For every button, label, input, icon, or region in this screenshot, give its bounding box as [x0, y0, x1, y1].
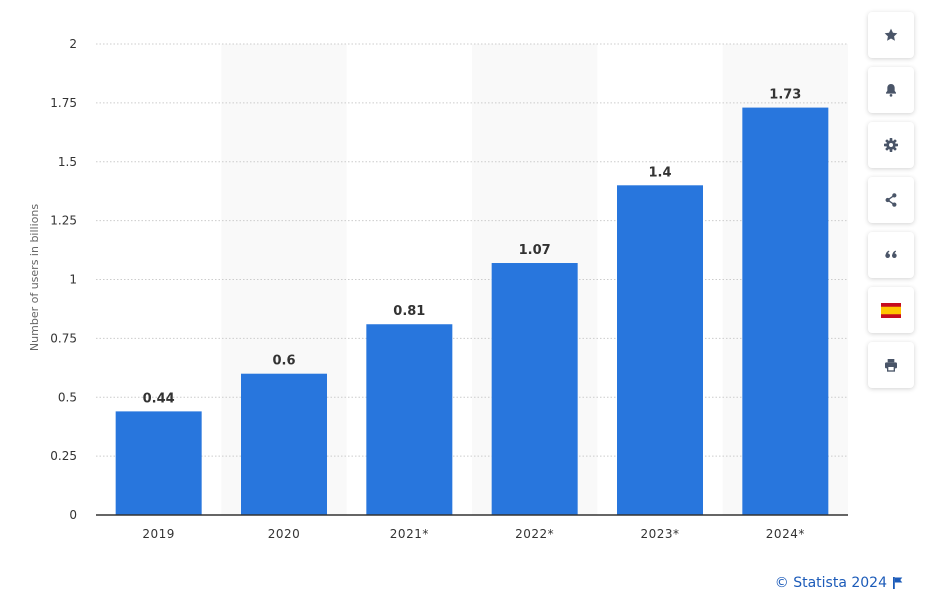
- bars: [115, 107, 829, 516]
- credit-text[interactable]: © Statista 2024: [774, 575, 887, 591]
- gear-icon: [884, 138, 898, 152]
- x-tick-label: 2021*: [390, 527, 429, 541]
- bar[interactable]: [742, 107, 829, 516]
- notification-button[interactable]: [868, 67, 914, 113]
- data-label: 0.81: [393, 304, 425, 319]
- y-axis-ticks: 0 0.25 0.5 0.75 1 1.25 1.5 1.75 2: [50, 37, 77, 522]
- y-axis-label: Number of users in billions: [28, 204, 41, 351]
- settings-button[interactable]: [868, 122, 914, 168]
- gridlines: [96, 43, 848, 457]
- data-label: 1.4: [648, 165, 671, 180]
- share-icon: [885, 193, 897, 207]
- bar[interactable]: [491, 263, 578, 515]
- bar[interactable]: [115, 411, 202, 515]
- bar-chart: 0 0.25 0.5 0.75 1 1.25 1.5 1.75 2 0.44 0.6 0.81 1.0…: [28, 37, 848, 541]
- x-tick-label: 2020: [268, 527, 301, 541]
- y-tick-label: 1.75: [50, 96, 77, 110]
- data-label: 0.44: [143, 391, 175, 406]
- print-button[interactable]: [868, 342, 914, 388]
- y-tick-label: 1.5: [58, 155, 77, 169]
- citation-button[interactable]: [868, 232, 914, 278]
- y-tick-label: 0.25: [50, 449, 77, 463]
- x-tick-label: 2024*: [766, 527, 805, 541]
- language-button[interactable]: [868, 287, 914, 333]
- share-button[interactable]: [868, 177, 914, 223]
- y-tick-label: 2: [69, 37, 77, 51]
- x-tick-label: 2022*: [515, 527, 554, 541]
- statista-credit[interactable]: © Statista 2024: [775, 575, 903, 591]
- y-tick-label: 0.5: [58, 390, 77, 404]
- data-labels: 0.44 0.6 0.81 1.07 1.4 1.73: [143, 88, 802, 407]
- bar[interactable]: [617, 185, 703, 516]
- spain-flag-icon: [881, 302, 901, 318]
- star-icon: [884, 28, 898, 41]
- y-tick-label: 0: [69, 508, 77, 522]
- x-tick-label: 2019: [142, 527, 175, 541]
- y-tick-label: 1: [69, 273, 77, 287]
- bar[interactable]: [366, 324, 453, 515]
- flag-icon[interactable]: [893, 577, 903, 589]
- x-tick-label: 2023*: [640, 527, 679, 541]
- y-tick-label: 1.25: [50, 214, 77, 228]
- bar[interactable]: [241, 373, 327, 515]
- data-label: 1.73: [769, 88, 801, 103]
- chart-toolbar: [868, 12, 915, 397]
- data-label: 0.6: [272, 354, 295, 369]
- printer-icon: [885, 359, 897, 372]
- x-axis-ticks: 2019 2020 2021* 2022* 2023* 2024*: [142, 527, 804, 541]
- quote-icon: [885, 250, 897, 258]
- data-label: 1.07: [519, 243, 551, 258]
- y-tick-label: 0.75: [50, 331, 77, 345]
- favorite-button[interactable]: [868, 12, 914, 58]
- bell-icon: [886, 84, 896, 97]
